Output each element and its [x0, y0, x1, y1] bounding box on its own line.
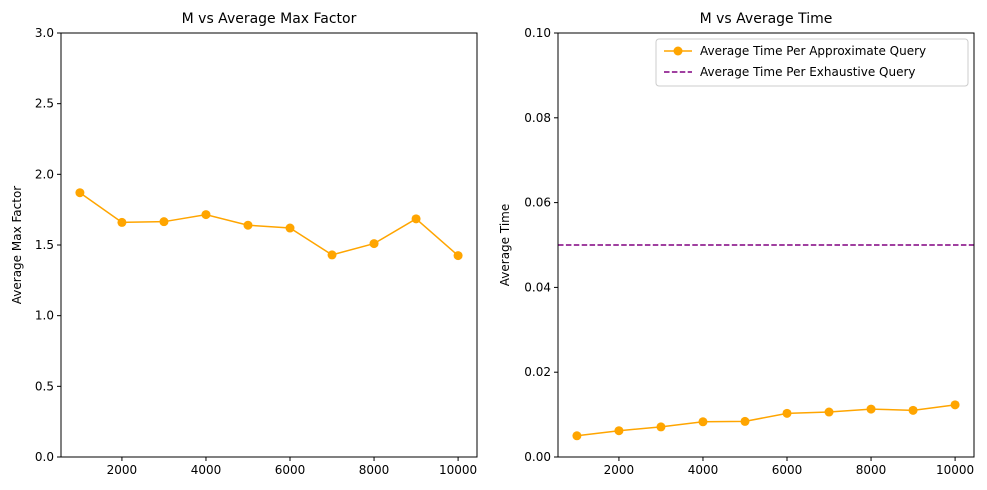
data-point [159, 217, 169, 227]
data-point [453, 251, 463, 261]
y-axis-label: Average Max Factor [10, 186, 24, 305]
x-tick-label: 8000 [359, 463, 390, 477]
y-tick-label: 0.5 [35, 379, 54, 393]
y-tick-label: 1.5 [35, 238, 54, 252]
x-tick-label: 2000 [604, 463, 635, 477]
chart-average-max-factor: M vs Average Max Factor Average Max Fact… [10, 11, 478, 477]
x-axis-ticks: 2000 4000 6000 8000 10000 [604, 457, 974, 477]
data-point [782, 408, 792, 418]
data-point [698, 417, 708, 427]
y-tick-label: 0.06 [524, 196, 551, 210]
chart-title: M vs Average Max Factor [182, 11, 357, 27]
y-axis-ticks: 0.0 0.5 1.0 1.5 2.0 2.5 3.0 [35, 26, 61, 464]
axes-frame [557, 32, 975, 458]
series-line [576, 404, 956, 437]
data-point [656, 422, 666, 432]
legend-label-approximate: Average Time Per Approximate Query [700, 44, 926, 58]
y-tick-label: 0.02 [524, 365, 551, 379]
series-line [79, 192, 459, 257]
data-point [369, 239, 379, 249]
y-tick-label: 0.0 [35, 450, 54, 464]
data-point [740, 416, 750, 426]
data-point [75, 188, 85, 198]
y-axis-ticks: 0.00 0.02 0.04 0.06 0.08 0.10 [524, 26, 558, 464]
data-point [285, 223, 295, 233]
data-point [908, 405, 918, 415]
y-tick-label: 0.10 [524, 26, 551, 40]
data-point [950, 400, 960, 410]
x-tick-label: 4000 [191, 463, 222, 477]
chart-title: M vs Average Time [700, 11, 833, 27]
data-point [866, 404, 876, 414]
y-tick-label: 1.0 [35, 309, 54, 323]
x-tick-label: 10000 [936, 463, 974, 477]
x-tick-label: 10000 [439, 463, 477, 477]
x-tick-label: 6000 [275, 463, 306, 477]
x-axis-ticks: 2000 4000 6000 8000 10000 [107, 457, 477, 477]
y-axis-label: Average Time [498, 204, 512, 286]
y-tick-label: 3.0 [35, 26, 54, 40]
y-tick-label: 0.04 [524, 280, 551, 294]
x-tick-label: 2000 [107, 463, 138, 477]
data-point [201, 210, 211, 220]
y-tick-label: 2.0 [35, 167, 54, 181]
data-point [411, 214, 421, 224]
legend-marker-approximate [673, 46, 683, 56]
data-point [572, 431, 582, 441]
data-point [824, 407, 834, 417]
x-tick-label: 6000 [772, 463, 803, 477]
chart-average-time: M vs Average Time Average Time 2000 4000 6… [498, 11, 975, 477]
plot-area [75, 188, 463, 261]
data-point [117, 217, 127, 227]
legend-box [655, 38, 969, 87]
data-point [243, 220, 253, 230]
plot-area [558, 244, 974, 441]
y-tick-label: 2.5 [35, 97, 54, 111]
x-tick-label: 4000 [688, 463, 719, 477]
axes-frame [60, 32, 478, 458]
y-tick-label: 0.00 [524, 450, 551, 464]
legend-label-exhaustive: Average Time Per Exhaustive Query [700, 65, 916, 79]
y-tick-label: 0.08 [524, 111, 551, 125]
data-point [327, 250, 337, 260]
x-tick-label: 8000 [856, 463, 887, 477]
data-point [614, 426, 624, 436]
legend: Average Time Per Approximate Query Avera… [655, 38, 969, 87]
